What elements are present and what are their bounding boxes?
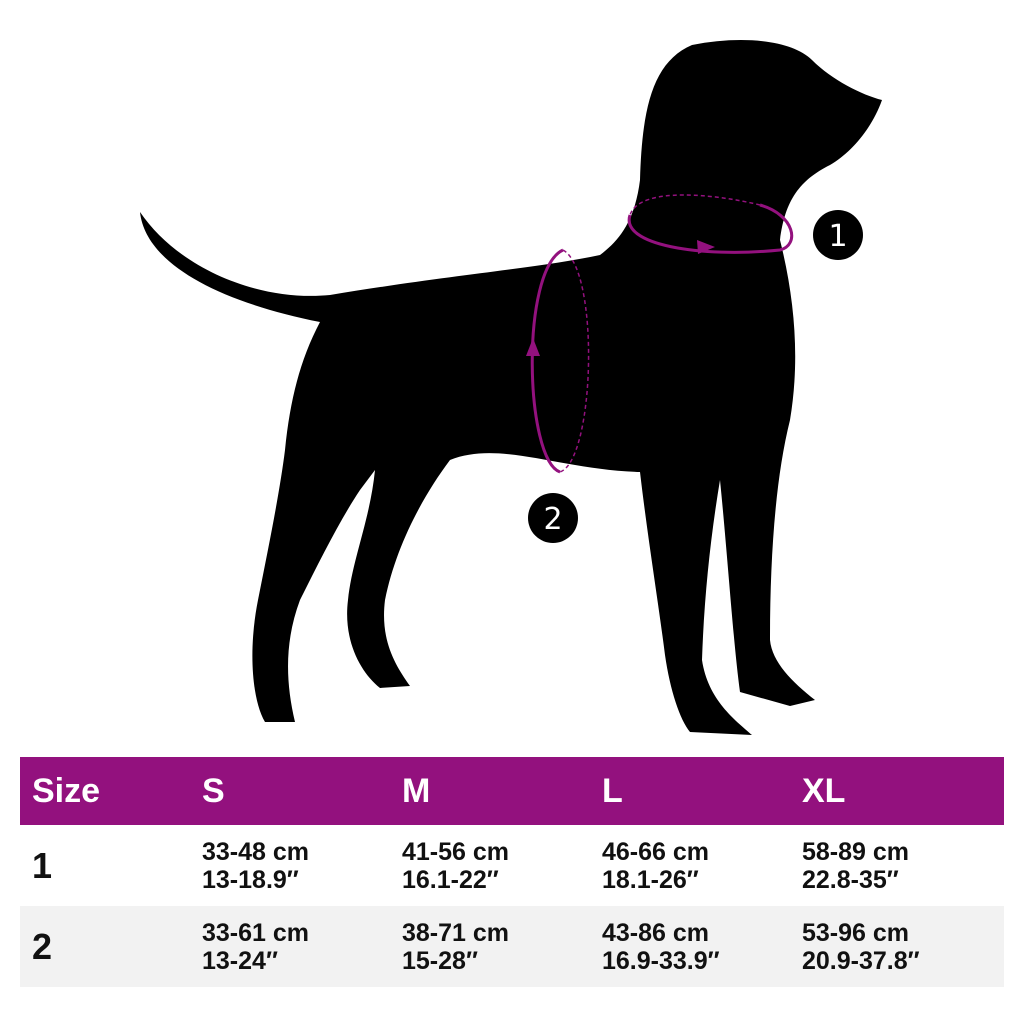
svg-text:2: 2 xyxy=(543,502,562,537)
header-xl: XL xyxy=(802,771,846,810)
size-table: Size S M L XL 1 33-48 cm 13-18.9″ 41-56 c… xyxy=(20,757,1004,987)
cell: 33-61 cm 13-24″ xyxy=(202,918,310,975)
table-header: Size S M L XL xyxy=(20,757,1004,825)
header-l: L xyxy=(602,771,623,810)
header-m: M xyxy=(402,771,431,810)
svg-text:1: 1 xyxy=(828,219,847,254)
table-row: 2 33-61 cm 13-24″ 38-71 cm 15-28″ 43-86 cm… xyxy=(20,906,1004,987)
neck-measure-ring xyxy=(627,194,794,254)
header-s: S xyxy=(202,771,225,810)
row-label: 1 xyxy=(32,844,53,886)
dog-diagram: 1 2 xyxy=(140,40,882,735)
arrow-icon xyxy=(526,338,540,356)
cell: 43-86 cm 16.9-33.9″ xyxy=(602,918,720,975)
marker-1: 1 xyxy=(813,210,863,260)
cell: 41-56 cm 16.1-22″ xyxy=(402,837,510,894)
marker-2: 2 xyxy=(528,493,578,543)
table-row: 1 33-48 cm 13-18.9″ 41-56 cm 16.1-22″ 46-6… xyxy=(20,825,1004,906)
cell: 46-66 cm 18.1-26″ xyxy=(602,837,710,894)
header-size: Size xyxy=(32,771,101,810)
cell: 58-89 cm 22.8-35″ xyxy=(802,837,910,894)
cell: 53-96 cm 20.9-37.8″ xyxy=(802,918,920,975)
chest-measure-ring xyxy=(526,248,590,474)
arrow-icon xyxy=(697,240,715,254)
cell: 38-71 cm 15-28″ xyxy=(402,918,510,975)
cell: 33-48 cm 13-18.9″ xyxy=(202,837,310,894)
dog-silhouette xyxy=(140,40,882,735)
row-label: 2 xyxy=(32,925,53,967)
